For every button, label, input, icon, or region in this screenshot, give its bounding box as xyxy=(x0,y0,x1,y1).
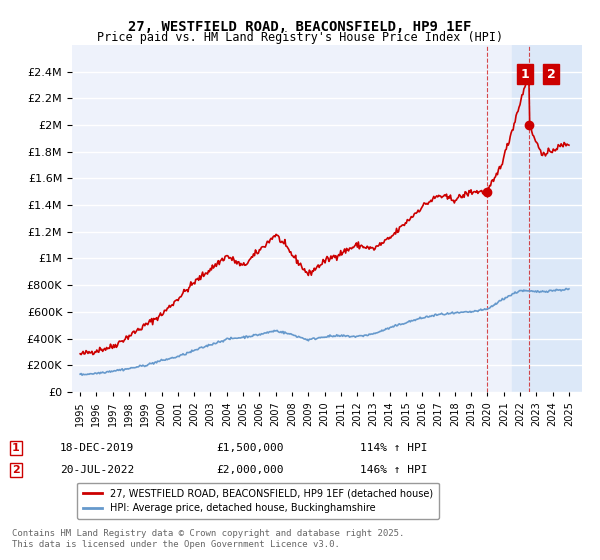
Text: 1: 1 xyxy=(521,68,529,81)
Text: £1,500,000: £1,500,000 xyxy=(216,443,284,453)
Text: Contains HM Land Registry data © Crown copyright and database right 2025.
This d: Contains HM Land Registry data © Crown c… xyxy=(12,529,404,549)
Text: 1: 1 xyxy=(12,443,20,453)
Text: Price paid vs. HM Land Registry's House Price Index (HPI): Price paid vs. HM Land Registry's House … xyxy=(97,31,503,44)
Text: 20-JUL-2022: 20-JUL-2022 xyxy=(60,465,134,475)
Text: £2,000,000: £2,000,000 xyxy=(216,465,284,475)
Legend: 27, WESTFIELD ROAD, BEACONSFIELD, HP9 1EF (detached house), HPI: Average price, : 27, WESTFIELD ROAD, BEACONSFIELD, HP9 1E… xyxy=(77,483,439,519)
Text: 114% ↑ HPI: 114% ↑ HPI xyxy=(360,443,427,453)
Text: 27, WESTFIELD ROAD, BEACONSFIELD, HP9 1EF: 27, WESTFIELD ROAD, BEACONSFIELD, HP9 1E… xyxy=(128,20,472,34)
Bar xyxy=(512,45,582,392)
Text: 2: 2 xyxy=(12,465,20,475)
Text: 2: 2 xyxy=(547,68,556,81)
Text: 18-DEC-2019: 18-DEC-2019 xyxy=(60,443,134,453)
Text: 146% ↑ HPI: 146% ↑ HPI xyxy=(360,465,427,475)
